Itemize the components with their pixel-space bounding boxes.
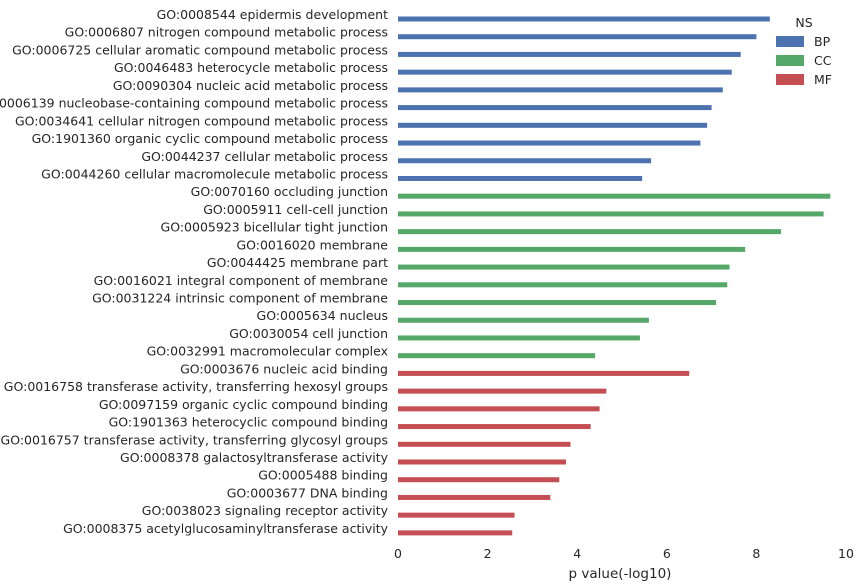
x-tick-label: 6 <box>663 546 671 561</box>
bar <box>398 353 596 359</box>
legend: NS BP CC MF <box>776 15 832 87</box>
bar <box>398 51 741 57</box>
bar <box>398 406 600 412</box>
bar <box>398 530 513 536</box>
bar <box>398 264 730 270</box>
bar <box>398 477 560 483</box>
bar <box>398 441 571 447</box>
bar <box>398 459 566 465</box>
x-tick-label: 10 <box>838 546 854 561</box>
x-tick-label: 2 <box>484 546 492 561</box>
category-label: GO:0031224 intrinsic component of membra… <box>92 291 388 306</box>
legend-label: MF <box>814 72 832 87</box>
category-label: GO:0044260 cellular macromolecule metabo… <box>41 166 388 181</box>
bars-layer <box>398 16 831 536</box>
category-label: GO:0090304 nucleic acid metabolic proces… <box>113 78 388 93</box>
category-label: GO:0016757 transferase activity, transfe… <box>1 432 388 447</box>
bar <box>398 246 746 252</box>
bar <box>398 424 591 430</box>
bar <box>398 211 824 217</box>
x-axis-title: p value(-log10) <box>569 566 672 582</box>
category-label: GO:0005911 cell-cell junction <box>203 202 388 217</box>
category-label: GO:1901363 heterocyclic compound binding <box>109 415 388 430</box>
x-tick-label: 0 <box>394 546 402 561</box>
category-label: GO:0003676 nucleic acid binding <box>180 361 388 376</box>
bar <box>398 158 652 164</box>
bar <box>398 335 640 341</box>
bar <box>398 140 701 146</box>
category-label: GO:0016758 transferase activity, transfe… <box>4 379 388 394</box>
bar <box>398 16 770 22</box>
category-label: GO:0006807 nitrogen compound metabolic p… <box>65 25 388 40</box>
x-tick-label: 4 <box>573 546 581 561</box>
category-label: GO:0034641 cellular nitrogen compound me… <box>15 113 388 128</box>
category-label: GO:0003677 DNA binding <box>227 485 388 500</box>
category-label: GO:0006725 cellular aromatic compound me… <box>12 42 388 57</box>
category-label: GO:0070160 occluding junction <box>191 184 388 199</box>
bar <box>398 193 831 199</box>
category-label: GO:0097159 organic cyclic compound bindi… <box>99 397 388 412</box>
category-label: GO:0044425 membrane part <box>207 255 388 270</box>
bar <box>398 69 732 75</box>
bar <box>398 388 607 394</box>
legend-swatch <box>776 36 804 47</box>
category-label: GO:0005923 bicellular tight junction <box>161 220 388 235</box>
legend-swatch <box>776 55 804 66</box>
category-label: GO:0005488 binding <box>258 468 388 483</box>
legend-title: NS <box>795 15 812 30</box>
bar <box>398 370 690 376</box>
bar <box>398 282 728 288</box>
category-label: GO:0032991 macromolecular complex <box>147 344 388 359</box>
category-label: GO:0038023 signaling receptor activity <box>142 503 389 518</box>
category-label: GO:0008375 acetylglucosaminyltransferase… <box>63 521 388 536</box>
legend-swatch <box>776 74 804 85</box>
bar <box>398 229 782 235</box>
category-label: GO:1901360 organic cyclic compound metab… <box>32 131 388 146</box>
category-label: GO:0016020 membrane <box>236 237 388 252</box>
category-label: GO:0008544 epidermis development <box>157 7 388 22</box>
bar <box>398 512 515 518</box>
category-label: GO:0008378 galactosyltransferase activit… <box>120 450 389 465</box>
bar <box>398 317 649 323</box>
bar <box>398 105 712 111</box>
category-label: GO:0005634 nucleus <box>257 308 388 323</box>
legend-label: BP <box>814 34 831 49</box>
category-label: GO:0006139 nucleobase-containing compoun… <box>0 96 388 111</box>
x-tick-labels-layer: 0 2 4 6 8 10 <box>394 546 854 561</box>
bar <box>398 175 643 181</box>
bar <box>398 122 708 128</box>
bar <box>398 300 717 306</box>
category-label: GO:0030054 cell junction <box>229 326 388 341</box>
bar <box>398 494 551 500</box>
bar <box>398 87 723 93</box>
x-tick-label: 8 <box>752 546 760 561</box>
bar <box>398 34 757 40</box>
legend-label: CC <box>814 53 832 68</box>
category-label: GO:0046483 heterocycle metabolic process <box>114 60 388 75</box>
category-label: GO:0044237 cellular metabolic process <box>141 149 388 164</box>
category-label: GO:0016021 integral component of membran… <box>94 273 389 288</box>
category-labels-layer: GO:0008544 epidermis development GO:00068… <box>0 7 389 536</box>
